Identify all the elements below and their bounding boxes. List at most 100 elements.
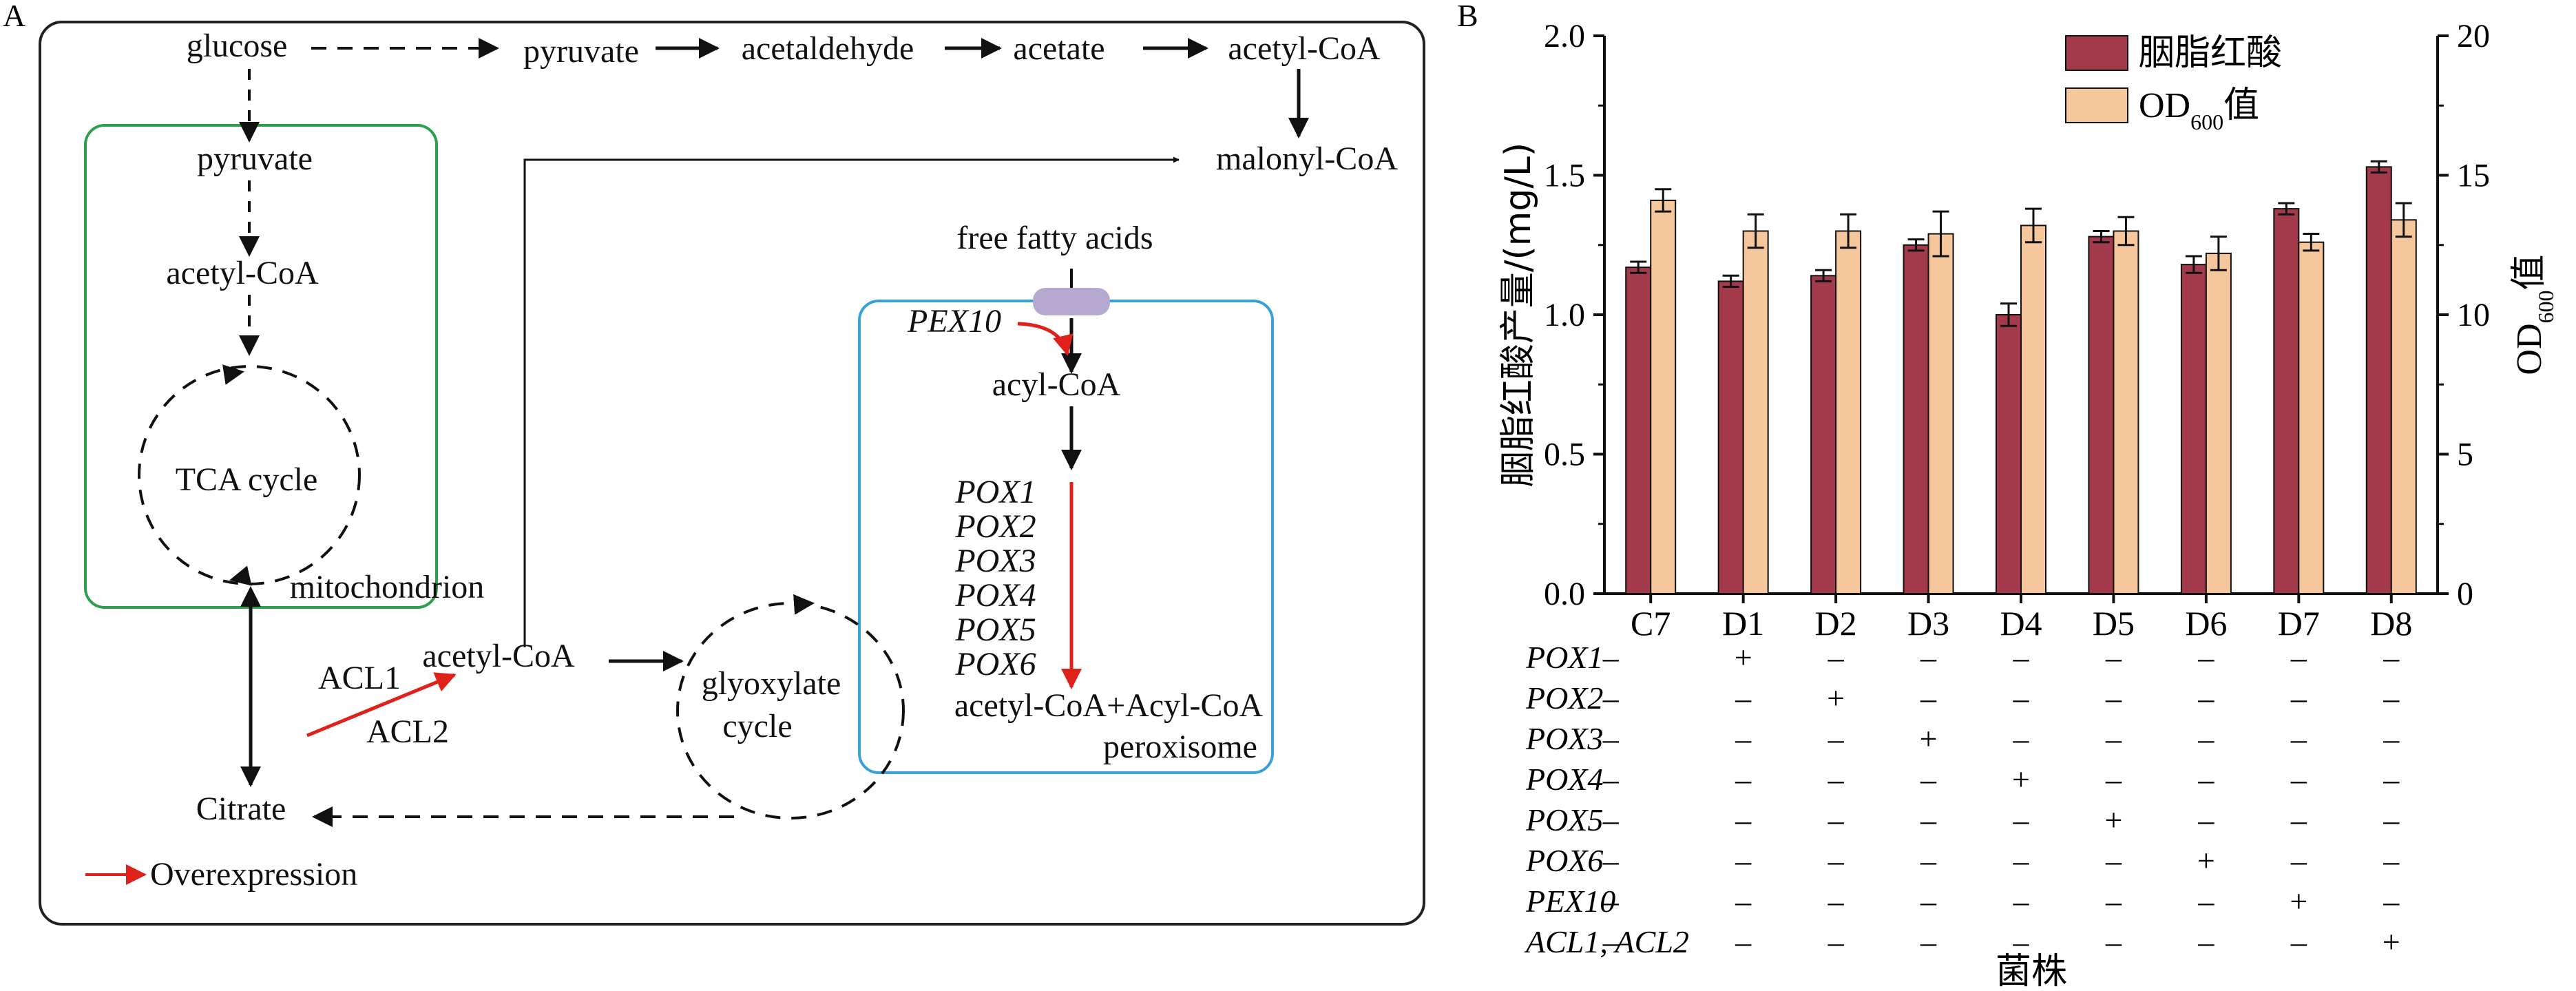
bar-carminic-acid-d3 [1903, 244, 1929, 594]
node-glucose: glucose [187, 28, 288, 64]
genotype-mark: – [2290, 802, 2307, 837]
y-right-axis-title: OD600值 [2509, 254, 2558, 375]
genotype-mark: – [2197, 762, 2214, 797]
genotype-mark: – [2197, 640, 2214, 675]
node-glyoxylate-cycle-line1: glyoxylate [702, 665, 841, 702]
genotype-mark: – [2197, 721, 2214, 756]
gene-pex10: PEX10 [907, 303, 1001, 340]
genotype-mark: – [1920, 640, 1937, 675]
x-tick-label-c7: C7 [1631, 604, 1671, 643]
genotype-mark: – [2197, 680, 2214, 716]
gene-pox4: POX4 [954, 577, 1036, 614]
bar-od600-c7 [1650, 199, 1677, 594]
genotype-mark: – [2290, 721, 2307, 756]
arrow-acetyl-coa-malonyl-coa-long [523, 156, 1180, 647]
genotype-mark: – [2013, 843, 2030, 878]
bar-od600-d4 [2020, 225, 2046, 594]
genotype-mark: – [1828, 843, 1845, 878]
genotype-mark: – [1920, 802, 1937, 837]
legend-swatch-0 [2065, 35, 2128, 71]
genotype-mark: – [1735, 680, 1752, 716]
y-right-tick-label: 15 [2457, 158, 2490, 194]
ffa-transporter [1033, 288, 1110, 315]
genotype-mark: – [2383, 802, 2400, 837]
node-acetyl-coa-cyto: acetyl-CoA [422, 638, 575, 674]
y-left-tick-label: 1.5 [1544, 158, 1585, 194]
genotype-mark: + [2383, 924, 2400, 959]
bar-carminic-acid-d8 [2365, 166, 2392, 595]
y-left-axis-title: 胭脂红酸产量/(mg/L) [1498, 143, 1539, 487]
legend-swatch-1 [2065, 87, 2128, 123]
genotype-mark: – [2105, 924, 2122, 959]
bar-od600-d6 [2205, 252, 2232, 594]
gene-pox3: POX3 [954, 543, 1036, 579]
genotype-mark: – [2105, 884, 2122, 919]
genotype-mark: – [2383, 640, 2400, 675]
genotype-mark: + [1827, 680, 1845, 716]
genotype-mark: + [1735, 640, 1752, 675]
genotype-mark: – [2105, 640, 2122, 675]
genotype-mark: – [1828, 924, 1845, 959]
genotype-mark: – [1920, 884, 1937, 919]
genotype-mark: + [2290, 884, 2307, 919]
label-peroxisome: peroxisome [1103, 729, 1257, 765]
genotype-mark: – [1735, 924, 1752, 959]
cell-outline [39, 21, 1425, 926]
bar-carminic-acid-d6 [2180, 264, 2207, 594]
genotype-gene-pox2: POX2 [1525, 680, 1603, 716]
genotype-mark: – [2105, 843, 2122, 878]
bar-chart-panel: B 0.0 0.5 1.0 1.5 2.0 0 5 10 15 20 胭脂红酸产量/(mg/L) OD… [1457, 0, 2558, 991]
genotype-gene-pox1: POX1 [1525, 640, 1603, 675]
genotype-mark: – [1920, 762, 1937, 797]
legend-label-carminic-acid: 胭脂红酸 [2139, 32, 2282, 74]
node-acetaldehyde: acetaldehyde [742, 30, 914, 67]
node-acetate: acetate [1013, 30, 1104, 67]
bar-carminic-acid-d5 [2088, 236, 2115, 595]
panel-label-b: B [1457, 0, 1478, 33]
genotype-mark: – [2105, 680, 2122, 716]
genotype-mark: + [2012, 762, 2030, 797]
gene-acl1: ACL1 [318, 660, 401, 696]
genotype-gene-pox6: POX6 [1525, 843, 1603, 878]
y-right-tick-label: 0 [2457, 576, 2473, 612]
x-tick-label-d6: D6 [2185, 604, 2227, 643]
y-left-tick-label: 0.0 [1544, 576, 1585, 612]
genotype-gene-pox5: POX5 [1525, 802, 1603, 837]
bar-od600-d7 [2298, 241, 2325, 594]
node-free-fatty-acids: free fatty acids [956, 220, 1153, 256]
genotype-mark: – [2383, 843, 2400, 878]
genotype-mark: – [2105, 762, 2122, 797]
genotype-mark: + [1920, 721, 1938, 756]
bar-carminic-acid-d2 [1810, 275, 1837, 594]
genotype-mark: – [1602, 843, 1620, 878]
node-acetyl-coa-cytosol: acetyl-CoA [1228, 30, 1381, 67]
gene-acl2: ACL2 [366, 713, 449, 750]
genotype-mark: – [2197, 884, 2214, 919]
genotype-mark: – [2290, 843, 2307, 878]
genotype-mark: – [2290, 640, 2307, 675]
genotype-mark: – [1602, 762, 1620, 797]
node-malonyl-coa: malonyl-CoA [1216, 140, 1398, 177]
node-tca-cycle: TCA cycle [176, 461, 318, 498]
bar-od600-d2 [1835, 230, 1862, 594]
bar-carminic-acid-d1 [1717, 280, 1744, 594]
bar-od600-d3 [1927, 233, 1954, 594]
gene-pox2: POX2 [954, 508, 1036, 545]
glyoxylate-cycle-loop [676, 602, 905, 820]
bar-carminic-acid-d4 [1996, 314, 2022, 594]
node-citrate: Citrate [196, 791, 286, 827]
y-right-tick-label: 5 [2457, 437, 2473, 473]
x-tick-label-d3: D3 [1907, 604, 1949, 643]
genotype-mark: – [2013, 721, 2030, 756]
genotype-mark: – [2383, 721, 2400, 756]
genotype-mark: – [1735, 884, 1752, 919]
genotype-mark: – [1920, 924, 1937, 959]
genotype-mark: – [2013, 640, 2030, 675]
genotype-mark: – [1735, 762, 1752, 797]
genotype-mark: – [2383, 884, 2400, 919]
genotype-gene-pex10: PEX10 [1525, 884, 1615, 919]
node-acyl-coa: acyl-CoA [992, 366, 1121, 403]
pathway-diagram: A glucose pyruvate acetaldehyde acetate … [3, 0, 1425, 926]
genotype-mark: – [1735, 802, 1752, 837]
